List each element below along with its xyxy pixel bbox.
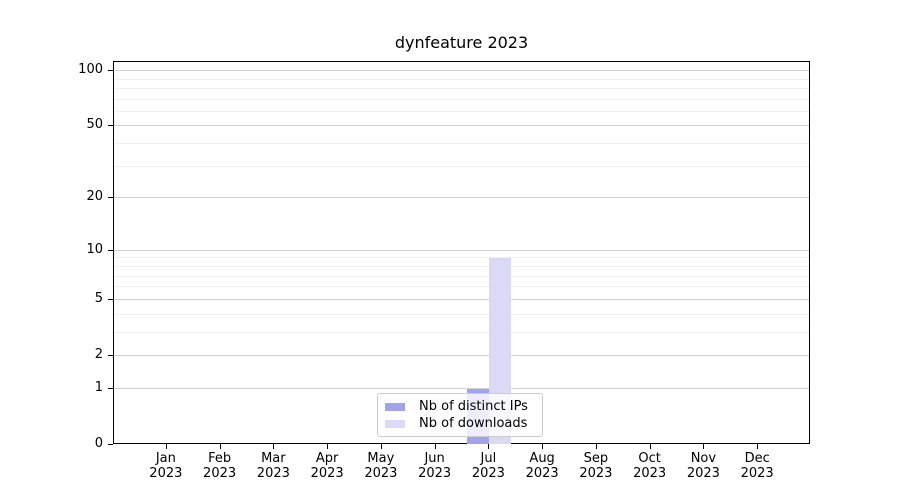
gridline-minor bbox=[114, 286, 809, 288]
x-tick-label: Dec 2023 bbox=[725, 451, 789, 481]
gridline-major bbox=[114, 298, 809, 300]
gridline-major bbox=[114, 125, 809, 127]
x-tick-label-line: Sep bbox=[583, 451, 609, 466]
y-tick-label: 5 bbox=[94, 290, 103, 306]
y-tick-label: 100 bbox=[78, 62, 103, 78]
x-tick-label-line: Aug bbox=[529, 451, 555, 466]
y-tick-label: 0 bbox=[94, 436, 103, 451]
x-tick-label: May 2023 bbox=[349, 451, 413, 481]
x-tick-label-line: Jul bbox=[480, 451, 497, 466]
x-tick-label: Feb 2023 bbox=[188, 451, 252, 481]
y-tick-label: 20 bbox=[86, 189, 103, 205]
x-tick-label: Nov 2023 bbox=[671, 451, 735, 481]
x-tick-label-line: 2023 bbox=[525, 466, 559, 481]
x-tick-label: Mar 2023 bbox=[241, 451, 305, 481]
y-tick-mark bbox=[108, 249, 113, 251]
y-tick-mark bbox=[108, 125, 113, 127]
legend: Nb of distinct IPs Nb of downloads bbox=[377, 393, 543, 437]
x-tick-mark bbox=[649, 444, 651, 449]
x-tick-mark bbox=[703, 444, 705, 449]
x-tick-label: Sep 2023 bbox=[564, 451, 628, 481]
y-tick-label: 10 bbox=[86, 241, 103, 257]
x-tick-label-line: May bbox=[367, 451, 395, 466]
x-tick-label: Jan 2023 bbox=[134, 451, 198, 481]
x-tick-label: Oct 2023 bbox=[618, 451, 682, 481]
y-tick-label: 1 bbox=[94, 379, 103, 395]
gridline-major bbox=[114, 70, 809, 72]
gridline-minor bbox=[114, 265, 809, 267]
x-tick-label: Jul 2023 bbox=[456, 451, 520, 481]
x-tick-label-line: Apr bbox=[315, 451, 339, 466]
legend-label-distinct-ips: Nb of distinct IPs bbox=[419, 399, 528, 414]
x-tick-label-line: 2023 bbox=[149, 466, 183, 481]
x-tick-mark bbox=[273, 444, 275, 449]
x-tick-mark bbox=[595, 444, 597, 449]
x-tick-label-line: Dec bbox=[744, 451, 770, 466]
gridline-minor bbox=[114, 275, 809, 277]
x-tick-label-line: 2023 bbox=[310, 466, 344, 481]
x-tick-label-line: Jan bbox=[155, 451, 176, 466]
gridline-major bbox=[114, 249, 809, 251]
legend-swatch-distinct-ips-icon bbox=[385, 402, 405, 411]
y-tick-label: 50 bbox=[86, 117, 103, 133]
gridline-minor bbox=[114, 331, 809, 333]
gridline-minor bbox=[114, 78, 809, 80]
x-tick-label-line: 2023 bbox=[686, 466, 720, 481]
x-tick-label-line: 2023 bbox=[203, 466, 237, 481]
chart-title: dynfeature 2023 bbox=[394, 33, 529, 52]
gridline-major bbox=[114, 354, 809, 356]
y-tick-mark bbox=[108, 354, 113, 356]
x-tick-label-line: Feb bbox=[208, 451, 232, 466]
x-tick-label-line: Jun bbox=[424, 451, 445, 466]
gridline-minor bbox=[114, 313, 809, 315]
x-tick-label-line: 2023 bbox=[740, 466, 774, 481]
gridline-minor bbox=[114, 257, 809, 259]
x-tick-mark bbox=[434, 444, 436, 449]
x-tick-mark bbox=[165, 444, 167, 449]
x-tick-mark bbox=[219, 444, 221, 449]
gridline-minor bbox=[114, 143, 809, 145]
x-tick-mark bbox=[542, 444, 544, 449]
legend-item-downloads: Nb of downloads bbox=[385, 416, 542, 432]
x-tick-mark bbox=[327, 444, 329, 449]
x-tick-label-line: 2023 bbox=[633, 466, 667, 481]
x-tick-label-line: 2023 bbox=[579, 466, 613, 481]
gridline-major bbox=[114, 387, 809, 389]
legend-swatch-downloads-icon bbox=[385, 419, 405, 428]
legend-label-downloads: Nb of downloads bbox=[419, 416, 528, 431]
x-tick-label: Jun 2023 bbox=[403, 451, 467, 481]
legend-item-distinct-ips: Nb of distinct IPs bbox=[385, 399, 542, 415]
y-tick-mark bbox=[108, 387, 113, 389]
y-tick-label: 2 bbox=[94, 346, 103, 362]
x-tick-label-line: Nov bbox=[690, 451, 717, 466]
x-tick-label-line: 2023 bbox=[418, 466, 452, 481]
x-tick-label-line: 2023 bbox=[364, 466, 398, 481]
gridline-minor bbox=[114, 98, 809, 100]
gridline-minor bbox=[114, 87, 809, 89]
plot-area bbox=[113, 61, 810, 444]
y-tick-mark bbox=[108, 444, 113, 445]
x-tick-label-line: 2023 bbox=[256, 466, 290, 481]
gridline-minor bbox=[114, 165, 809, 167]
x-tick-label: Apr 2023 bbox=[295, 451, 359, 481]
gridline-minor bbox=[114, 110, 809, 112]
y-tick-mark bbox=[108, 298, 113, 300]
x-tick-mark bbox=[757, 444, 759, 449]
y-tick-mark bbox=[108, 70, 113, 72]
x-tick-mark bbox=[380, 444, 382, 449]
gridline-major bbox=[114, 197, 809, 199]
x-tick-label-line: 2023 bbox=[471, 466, 505, 481]
x-tick-label-line: Oct bbox=[638, 451, 661, 466]
x-tick-label-line: Mar bbox=[261, 451, 286, 466]
y-tick-mark bbox=[108, 197, 113, 199]
x-tick-mark bbox=[488, 444, 490, 449]
x-tick-label: Aug 2023 bbox=[510, 451, 574, 481]
